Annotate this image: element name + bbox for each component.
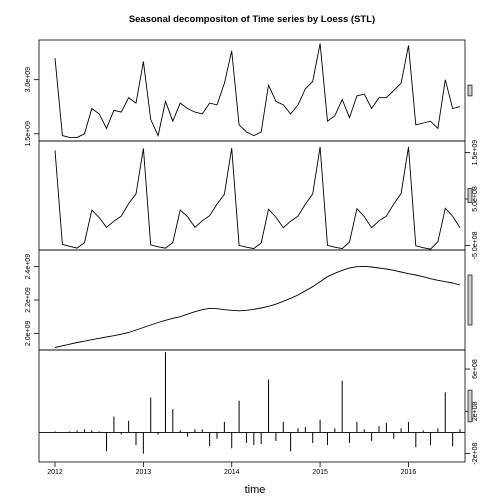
y-tick-label: 1.5e+09 [472,140,479,166]
series-line-trend [54,265,461,348]
y-tick-label: 2e+08 [472,401,479,421]
panel-remainder: -2e+08 2e+08 6e+08 [38,349,479,467]
scale-bar [467,84,473,97]
series-line-seasonal [54,146,461,250]
chart-title: Seasonal decompositon of Time series by … [129,14,375,25]
y-tick-label: 1.5e+09 [25,121,32,147]
x-tick-label: 2012 [47,469,63,476]
panel-data: 1.5e+09 3.0e+09 [25,39,473,147]
panel-frame [38,39,466,142]
x-tick-label: 2013 [136,469,152,476]
y-tick-label: 2.0e+09 [25,320,32,346]
panel-frame [38,349,466,463]
y-tick-label: 6e+08 [472,359,479,379]
scale-bar [467,389,473,423]
series-line-data [54,43,461,138]
y-tick-label: 2.4e+09 [25,254,32,280]
y-tick-label: -5.0e+08 [472,231,479,259]
x-axis: 2012 2013 2014 2015 2016 [47,469,416,476]
x-axis-label: time [245,484,266,496]
x-tick-label: 2016 [401,469,417,476]
y-tick-label: 3.0e+09 [25,67,32,93]
panel-trend: 2.0e+09 2.2e+09 2.4e+09 [25,249,473,351]
y-tick-label: 5.0e+08 [472,186,479,212]
scale-bar [467,188,473,203]
x-tick-label: 2014 [224,469,240,476]
panel-seasonal: -5.0e+08 5.0e+08 1.5e+09 [38,140,479,259]
y-tick-label: 2.2e+09 [25,287,32,313]
panels-layer: 1.5e+09 3.0e+09 -5.0e+08 5.0e+08 1.5e+09 2.0e… [25,39,479,467]
scale-bar [467,274,473,326]
x-tick-label: 2015 [312,469,328,476]
panel-frame [38,140,466,251]
y-tick-label: -2e+08 [472,442,479,464]
panel-frame [38,249,466,351]
